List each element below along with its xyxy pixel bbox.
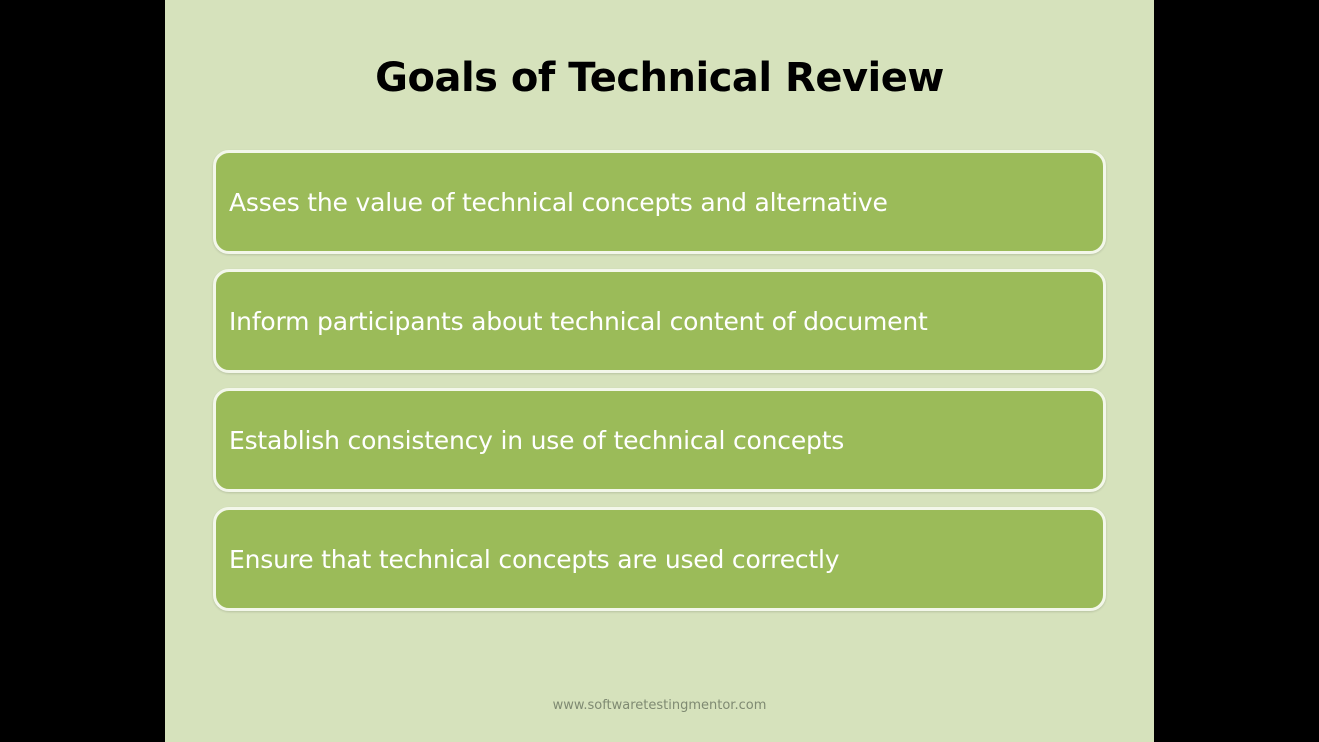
slide: Goals of Technical Review Asses the valu…: [165, 0, 1154, 742]
goal-text: Ensure that technical concepts are used …: [229, 544, 840, 574]
goal-box-3: Establish consistency in use of technica…: [213, 388, 1106, 492]
footer-url: www.softwaretestingmentor.com: [552, 698, 767, 713]
goal-text: Establish consistency in use of technica…: [229, 425, 845, 455]
goal-box-2: Inform participants about technical cont…: [213, 269, 1106, 373]
goal-text: Inform participants about technical cont…: [229, 306, 928, 336]
goal-box-1: Asses the value of technical concepts an…: [213, 150, 1106, 254]
slide-title: Goals of Technical Review: [375, 55, 944, 101]
goal-list: Asses the value of technical concepts an…: [213, 150, 1106, 626]
goal-text: Asses the value of technical concepts an…: [229, 187, 888, 217]
goal-box-4: Ensure that technical concepts are used …: [213, 507, 1106, 611]
